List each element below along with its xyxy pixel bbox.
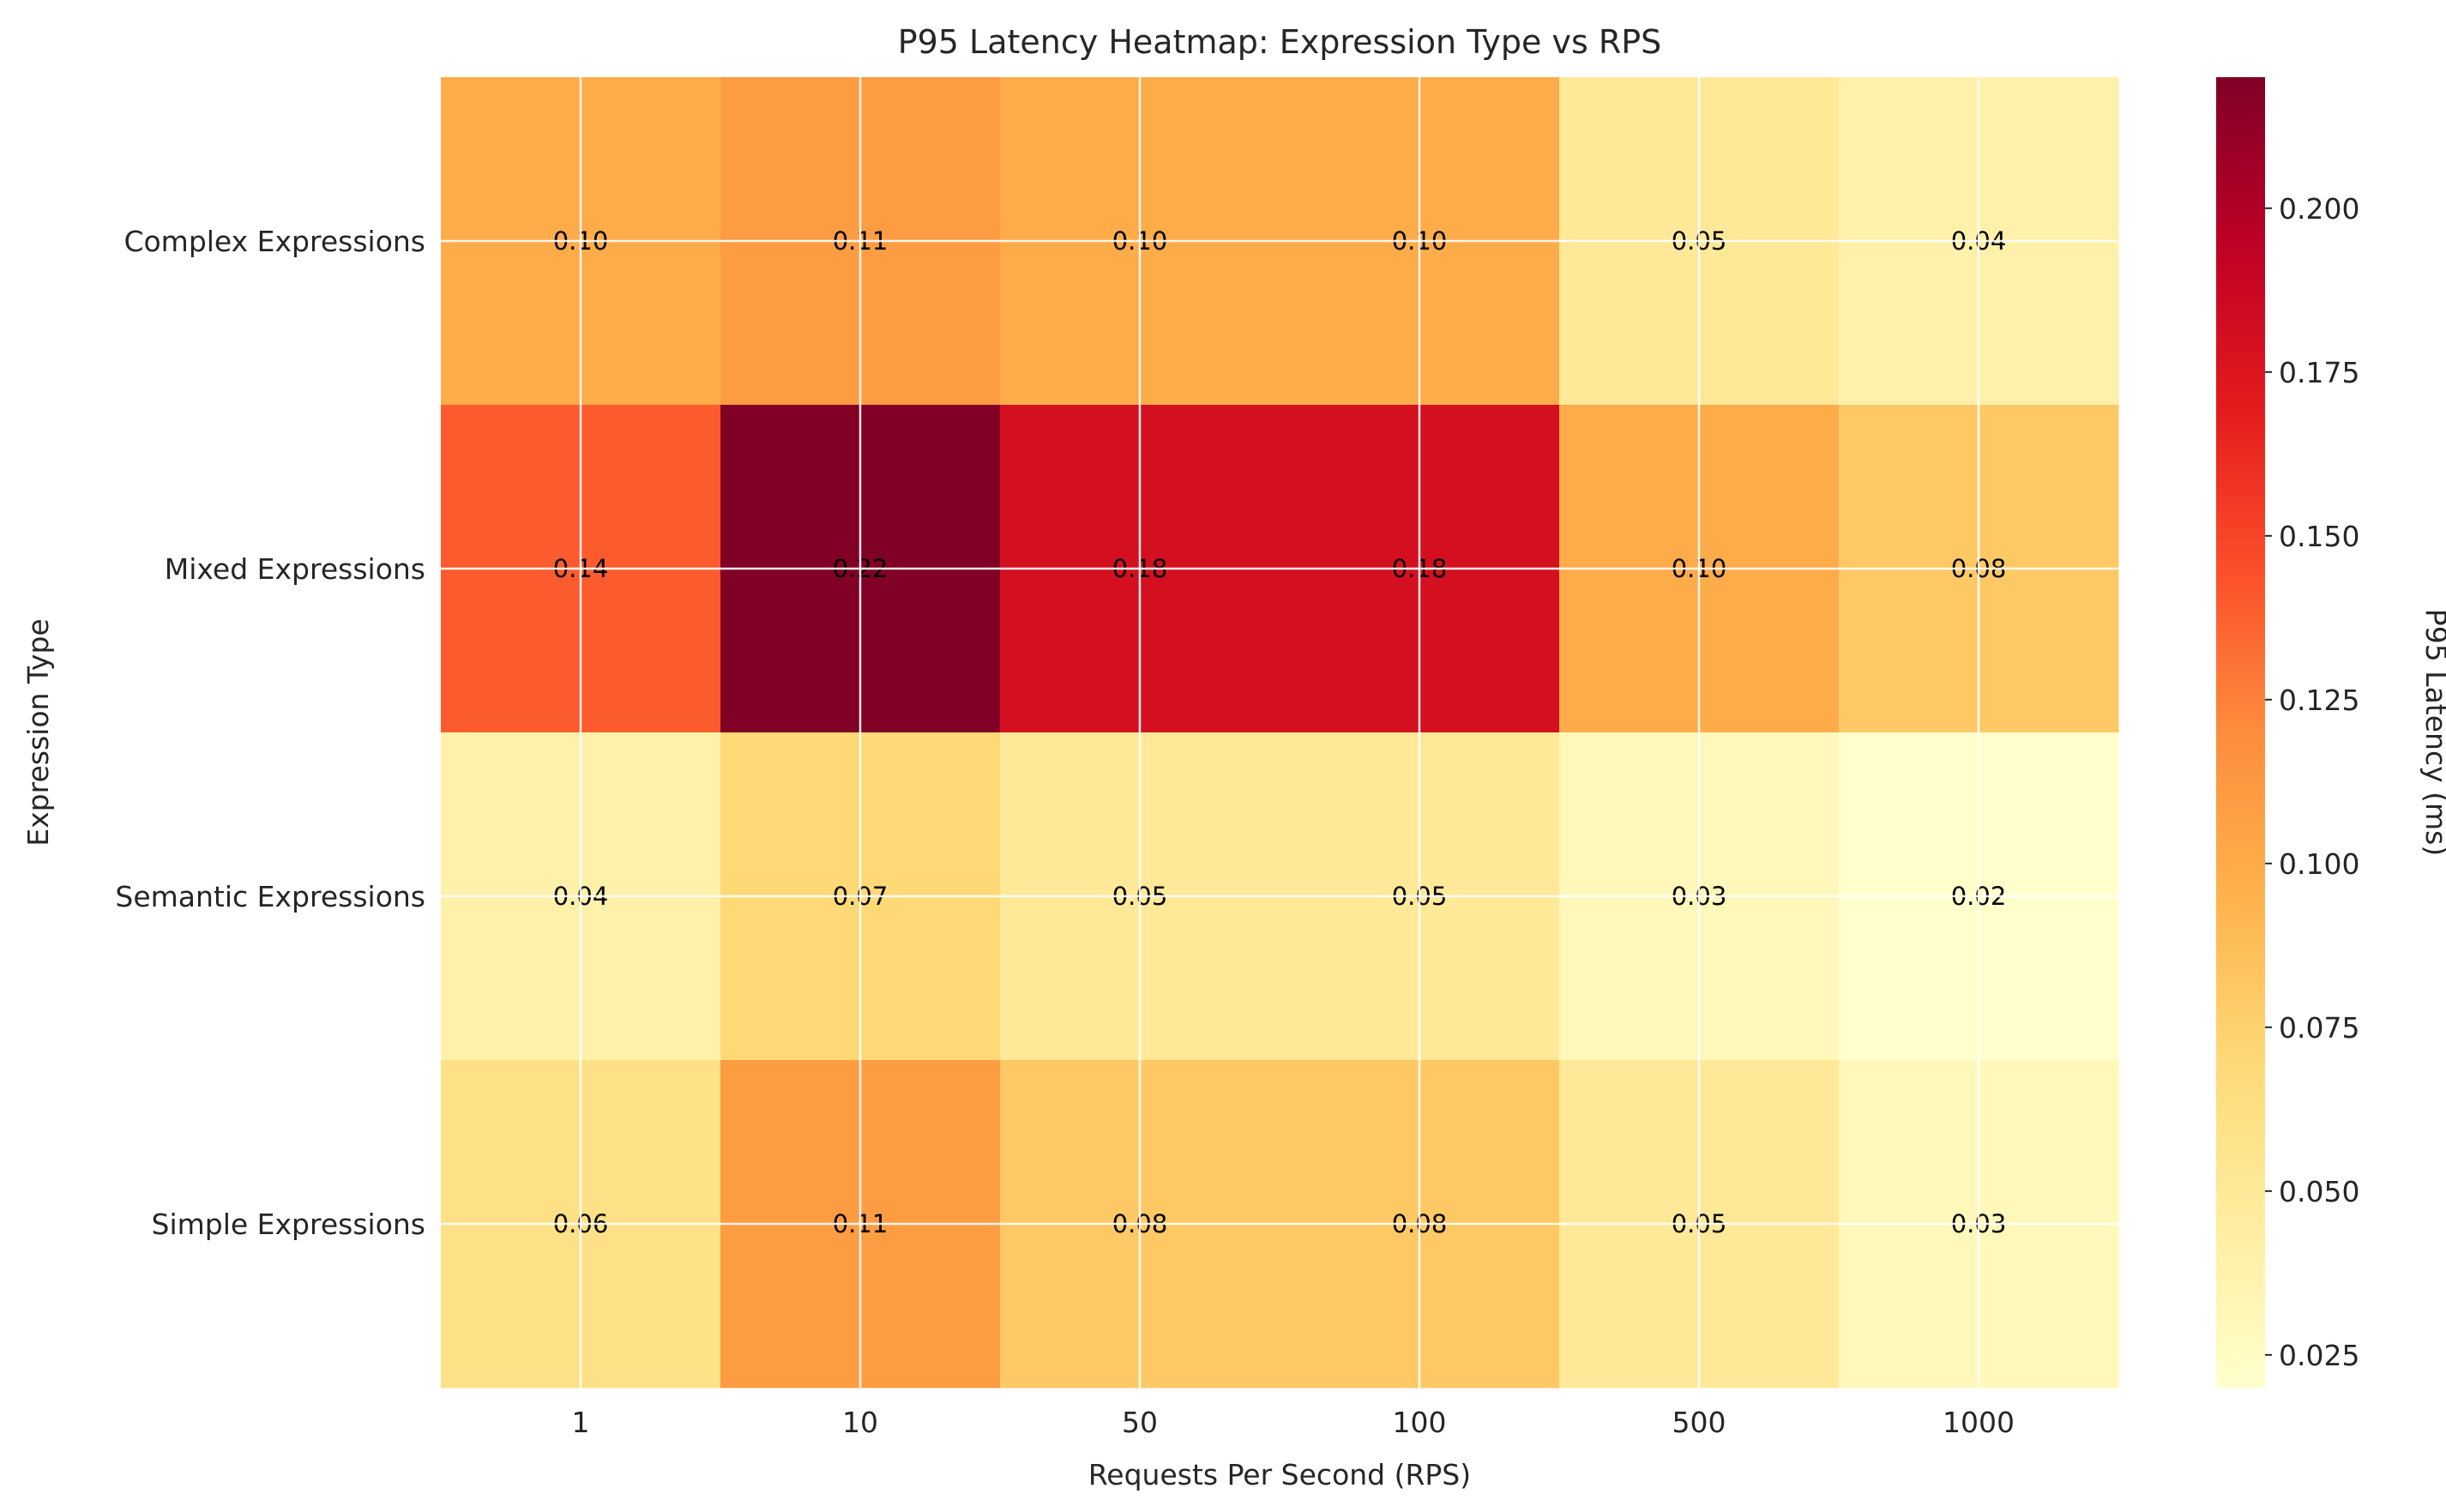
colorbar-tick-label: 0.075 (2279, 1011, 2359, 1045)
y-axis-label: Expression Type (21, 618, 55, 846)
y-tick-label: Semantic Expressions (115, 880, 425, 913)
x-tick-label: 1 (572, 1406, 590, 1439)
colorbar-tick-label: 0.175 (2279, 356, 2359, 389)
y-tick-label: Simple Expressions (152, 1208, 426, 1241)
colorbar (2216, 77, 2265, 1388)
x-axis-ticks: 1 10 50 100 500 1000 (572, 1406, 2015, 1439)
y-tick-label: Mixed Expressions (165, 552, 425, 586)
x-tick-label: 1000 (1943, 1406, 2015, 1439)
colorbar-tick-label: 0.025 (2279, 1339, 2359, 1372)
x-tick-label: 10 (842, 1406, 878, 1439)
colorbar-ticks: 0.025 0.050 0.075 0.100 0.125 0.150 0.175 0.200 (2265, 192, 2359, 1372)
colorbar-tick-label: 0.100 (2279, 847, 2359, 881)
y-tick-label: Complex Expressions (124, 225, 425, 258)
heatmap-cells (441, 77, 2119, 1389)
x-tick-label: 50 (1122, 1406, 1158, 1439)
y-axis-ticks: Complex Expressions Mixed Expressions Sema… (115, 225, 425, 1241)
colorbar-label: P95 Latency (ms) (2419, 609, 2446, 856)
colorbar-tick-label: 0.150 (2279, 520, 2359, 553)
colorbar-tick-label: 0.125 (2279, 684, 2359, 717)
chart-title: P95 Latency Heatmap: Expression Type vs … (898, 23, 1662, 61)
colorbar-tick-label: 0.050 (2279, 1175, 2359, 1208)
x-tick-label: 100 (1393, 1406, 1447, 1439)
x-axis-label: Requests Per Second (RPS) (1088, 1458, 1471, 1491)
colorbar-tick-label: 0.200 (2279, 192, 2359, 226)
heatmap-grid (441, 77, 2118, 1388)
x-tick-label: 500 (1672, 1406, 1726, 1439)
